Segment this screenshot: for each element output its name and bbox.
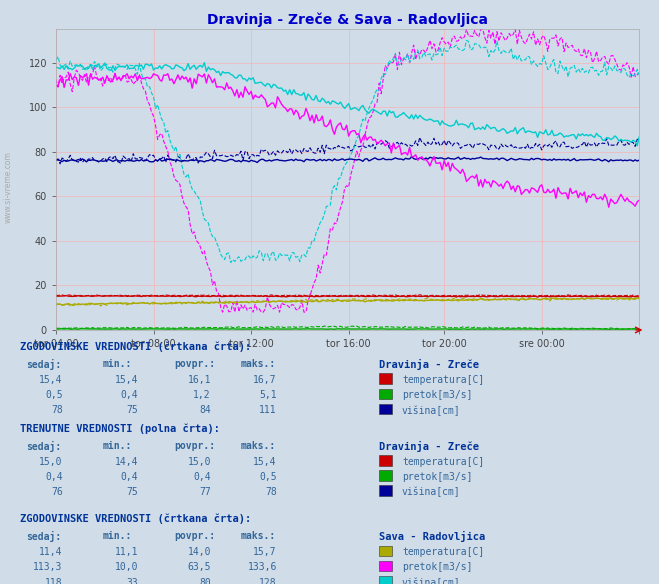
Text: 11,1: 11,1 (115, 547, 138, 557)
Text: 15,4: 15,4 (253, 457, 277, 467)
Text: 128: 128 (259, 578, 277, 584)
Text: 80: 80 (199, 578, 211, 584)
Text: povpr.:: povpr.: (175, 531, 215, 541)
Text: ZGODOVINSKE VREDNOSTI (črtkana črta):: ZGODOVINSKE VREDNOSTI (črtkana črta): (20, 342, 251, 352)
Text: 0,4: 0,4 (121, 390, 138, 400)
Text: 111: 111 (259, 405, 277, 415)
Text: 15,0: 15,0 (39, 457, 63, 467)
Text: 10,0: 10,0 (115, 562, 138, 572)
Text: 15,0: 15,0 (187, 457, 211, 467)
Text: 78: 78 (265, 487, 277, 497)
Text: povpr.:: povpr.: (175, 359, 215, 369)
Text: pretok[m3/s]: pretok[m3/s] (402, 472, 473, 482)
Text: Dravinja - Zreče: Dravinja - Zreče (379, 359, 479, 370)
Text: 14,4: 14,4 (115, 457, 138, 467)
Text: maks.:: maks.: (241, 359, 275, 369)
Text: 63,5: 63,5 (187, 562, 211, 572)
Text: 118: 118 (45, 578, 63, 584)
Text: 76: 76 (51, 487, 63, 497)
Text: min.:: min.: (102, 359, 132, 369)
Text: www.si-vreme.com: www.si-vreme.com (3, 151, 13, 223)
Text: sedaj:: sedaj: (26, 441, 61, 452)
Text: 11,4: 11,4 (39, 547, 63, 557)
Text: temperatura[C]: temperatura[C] (402, 457, 484, 467)
Text: 75: 75 (127, 487, 138, 497)
Text: 15,7: 15,7 (253, 547, 277, 557)
Text: pretok[m3/s]: pretok[m3/s] (402, 390, 473, 400)
Text: sedaj:: sedaj: (26, 531, 61, 543)
Text: 14,0: 14,0 (187, 547, 211, 557)
Text: ZGODOVINSKE VREDNOSTI (črtkana črta):: ZGODOVINSKE VREDNOSTI (črtkana črta): (20, 514, 251, 524)
Text: Sava - Radovljica: Sava - Radovljica (379, 531, 485, 543)
Text: 33: 33 (127, 578, 138, 584)
Text: temperatura[C]: temperatura[C] (402, 547, 484, 557)
Text: sedaj:: sedaj: (26, 359, 61, 370)
Text: min.:: min.: (102, 531, 132, 541)
Text: višina[cm]: višina[cm] (402, 578, 461, 584)
Text: 16,1: 16,1 (187, 375, 211, 385)
Text: 16,7: 16,7 (253, 375, 277, 385)
Text: pretok[m3/s]: pretok[m3/s] (402, 562, 473, 572)
Text: TRENUTNE VREDNOSTI (polna črta):: TRENUTNE VREDNOSTI (polna črta): (20, 423, 219, 434)
Text: višina[cm]: višina[cm] (402, 487, 461, 498)
Text: temperatura[C]: temperatura[C] (402, 375, 484, 385)
Text: 15,4: 15,4 (39, 375, 63, 385)
Text: 0,4: 0,4 (45, 472, 63, 482)
Title: Dravinja - Zreče & Sava - Radovljica: Dravinja - Zreče & Sava - Radovljica (207, 12, 488, 27)
Text: povpr.:: povpr.: (175, 441, 215, 451)
Text: maks.:: maks.: (241, 441, 275, 451)
Text: 75: 75 (127, 405, 138, 415)
Text: 78: 78 (51, 405, 63, 415)
Text: maks.:: maks.: (241, 531, 275, 541)
Text: 15,4: 15,4 (115, 375, 138, 385)
Text: 113,3: 113,3 (33, 562, 63, 572)
Text: 0,5: 0,5 (259, 472, 277, 482)
Text: 77: 77 (199, 487, 211, 497)
Text: 1,2: 1,2 (193, 390, 211, 400)
Text: 84: 84 (199, 405, 211, 415)
Text: 5,1: 5,1 (259, 390, 277, 400)
Text: 133,6: 133,6 (247, 562, 277, 572)
Text: 0,5: 0,5 (45, 390, 63, 400)
Text: 0,4: 0,4 (193, 472, 211, 482)
Text: 0,4: 0,4 (121, 472, 138, 482)
Text: Dravinja - Zreče: Dravinja - Zreče (379, 441, 479, 452)
Text: min.:: min.: (102, 441, 132, 451)
Text: višina[cm]: višina[cm] (402, 405, 461, 416)
